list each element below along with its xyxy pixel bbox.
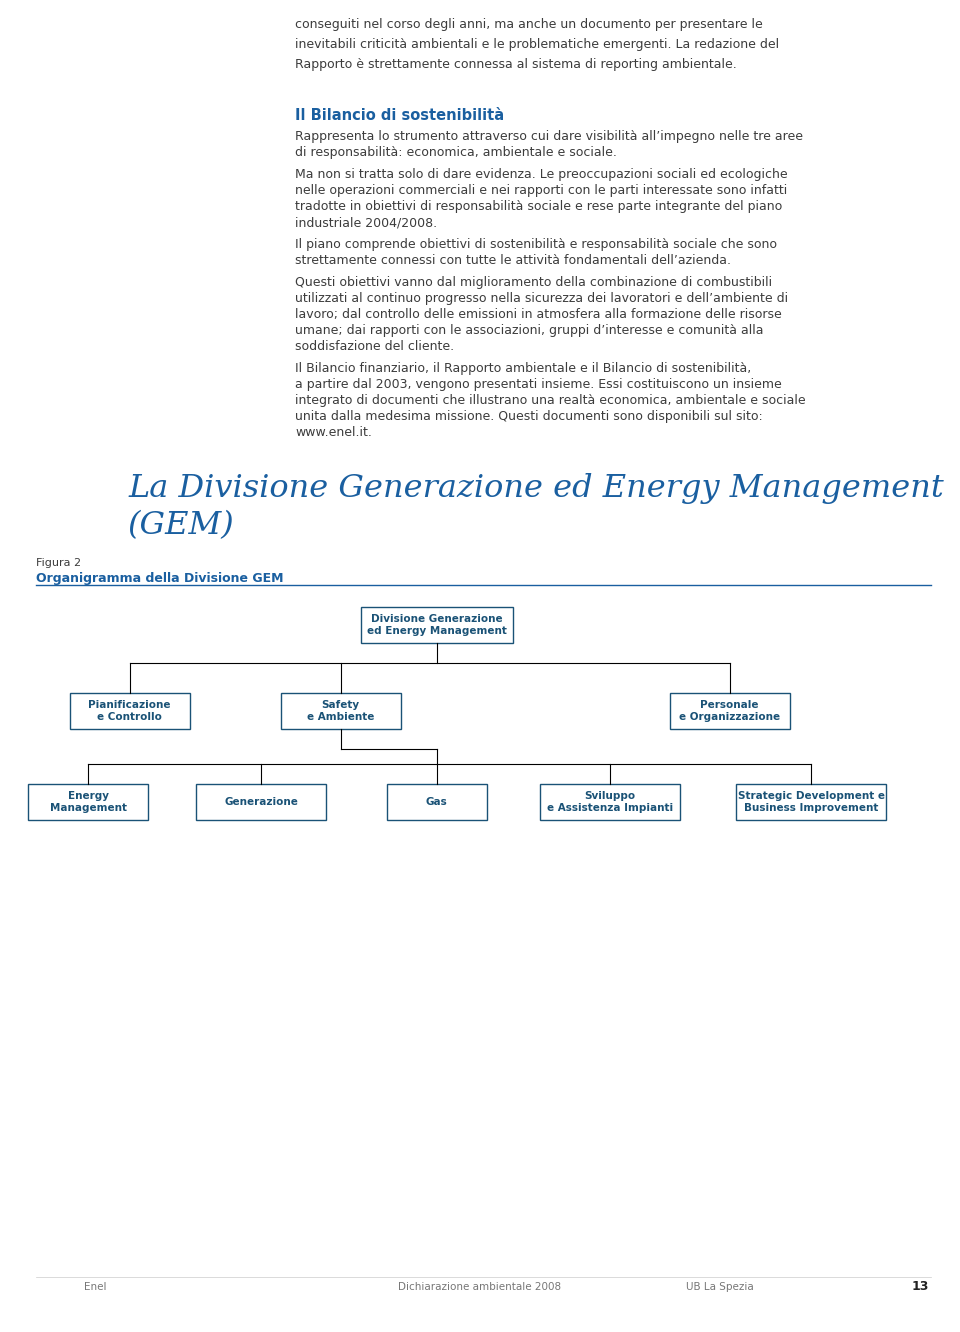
Text: Figura 2: Figura 2 [36, 558, 82, 567]
Text: UB La Spezia: UB La Spezia [686, 1281, 754, 1292]
Text: Pianificazione
e Controllo: Pianificazione e Controllo [88, 699, 171, 722]
Text: conseguiti nel corso degli anni, ma anche un documento per presentare le: conseguiti nel corso degli anni, ma anch… [295, 19, 763, 31]
FancyBboxPatch shape [736, 785, 886, 821]
FancyBboxPatch shape [540, 785, 680, 821]
Text: Il Bilancio finanziario, il Rapporto ambientale e il Bilancio di sostenibilità,: Il Bilancio finanziario, il Rapporto amb… [295, 362, 752, 376]
FancyBboxPatch shape [28, 785, 148, 821]
Text: Strategic Development e
Business Improvement: Strategic Development e Business Improve… [737, 791, 885, 814]
Text: di responsabilità: economica, ambientale e sociale.: di responsabilità: economica, ambientale… [295, 147, 617, 159]
Text: strettamente connessi con tutte le attività fondamentali dell’azienda.: strettamente connessi con tutte le attiv… [295, 254, 731, 266]
Text: Ma non si tratta solo di dare evidenza. Le preoccupazioni sociali ed ecologiche: Ma non si tratta solo di dare evidenza. … [295, 168, 787, 181]
Text: La Divisione Generazione ed Energy Management
(GEM): La Divisione Generazione ed Energy Manag… [128, 473, 944, 541]
Text: Questi obiettivi vanno dal miglioramento della combinazione di combustibili: Questi obiettivi vanno dal miglioramento… [295, 276, 772, 289]
FancyBboxPatch shape [670, 693, 789, 729]
Text: inevitabili criticità ambientali e le problematiche emergenti. La redazione del: inevitabili criticità ambientali e le pr… [295, 39, 780, 51]
Text: Personale
e Organizzazione: Personale e Organizzazione [679, 699, 780, 722]
Text: Il Bilancio di sostenibilità: Il Bilancio di sostenibilità [295, 108, 504, 123]
Text: Gas: Gas [426, 797, 447, 807]
Text: Dichiarazione ambientale 2008: Dichiarazione ambientale 2008 [398, 1281, 562, 1292]
FancyBboxPatch shape [387, 785, 487, 821]
FancyBboxPatch shape [280, 693, 400, 729]
Text: Energy
Management: Energy Management [50, 791, 127, 814]
Text: Enel: Enel [84, 1281, 107, 1292]
Text: umane; dai rapporti con le associazioni, gruppi d’interesse e comunità alla: umane; dai rapporti con le associazioni,… [295, 324, 763, 337]
Text: integrato di documenti che illustrano una realtà economica, ambientale e sociale: integrato di documenti che illustrano un… [295, 394, 805, 408]
Text: lavoro; dal controllo delle emissioni in atmosfera alla formazione delle risorse: lavoro; dal controllo delle emissioni in… [295, 308, 781, 321]
Text: Rapporto è strettamente connessa al sistema di reporting ambientale.: Rapporto è strettamente connessa al sist… [295, 59, 736, 71]
Text: www.enel.it.: www.enel.it. [295, 426, 372, 440]
Text: Organigramma della Divisione GEM: Organigramma della Divisione GEM [36, 571, 283, 585]
Text: 13: 13 [911, 1280, 928, 1293]
FancyBboxPatch shape [196, 785, 326, 821]
Text: Il piano comprende obiettivi di sostenibilità e responsabilità sociale che sono: Il piano comprende obiettivi di sostenib… [295, 238, 777, 250]
Text: nelle operazioni commerciali e nei rapporti con le parti interessate sono infatt: nelle operazioni commerciali e nei rappo… [295, 184, 787, 197]
FancyBboxPatch shape [361, 607, 513, 643]
Text: Generazione: Generazione [225, 797, 298, 807]
Text: Sviluppo
e Assistenza Impianti: Sviluppo e Assistenza Impianti [546, 791, 673, 814]
Text: Divisione Generazione
ed Energy Management: Divisione Generazione ed Energy Manageme… [367, 614, 507, 637]
Text: Rappresenta lo strumento attraverso cui dare visibilità all’impegno nelle tre ar: Rappresenta lo strumento attraverso cui … [295, 131, 803, 143]
Text: soddisfazione del cliente.: soddisfazione del cliente. [295, 340, 454, 353]
Text: industriale 2004/2008.: industriale 2004/2008. [295, 216, 437, 229]
Text: unita dalla medesima missione. Questi documenti sono disponibili sul sito:: unita dalla medesima missione. Questi do… [295, 410, 763, 424]
Text: a partire dal 2003, vengono presentati insieme. Essi costituiscono un insieme: a partire dal 2003, vengono presentati i… [295, 378, 781, 392]
Text: utilizzati al continuo progresso nella sicurezza dei lavoratori e dell’ambiente : utilizzati al continuo progresso nella s… [295, 292, 788, 305]
FancyBboxPatch shape [70, 693, 190, 729]
Text: tradotte in obiettivi di responsabilità sociale e rese parte integrante del pian: tradotte in obiettivi di responsabilità … [295, 200, 782, 213]
Text: Safety
e Ambiente: Safety e Ambiente [307, 699, 374, 722]
